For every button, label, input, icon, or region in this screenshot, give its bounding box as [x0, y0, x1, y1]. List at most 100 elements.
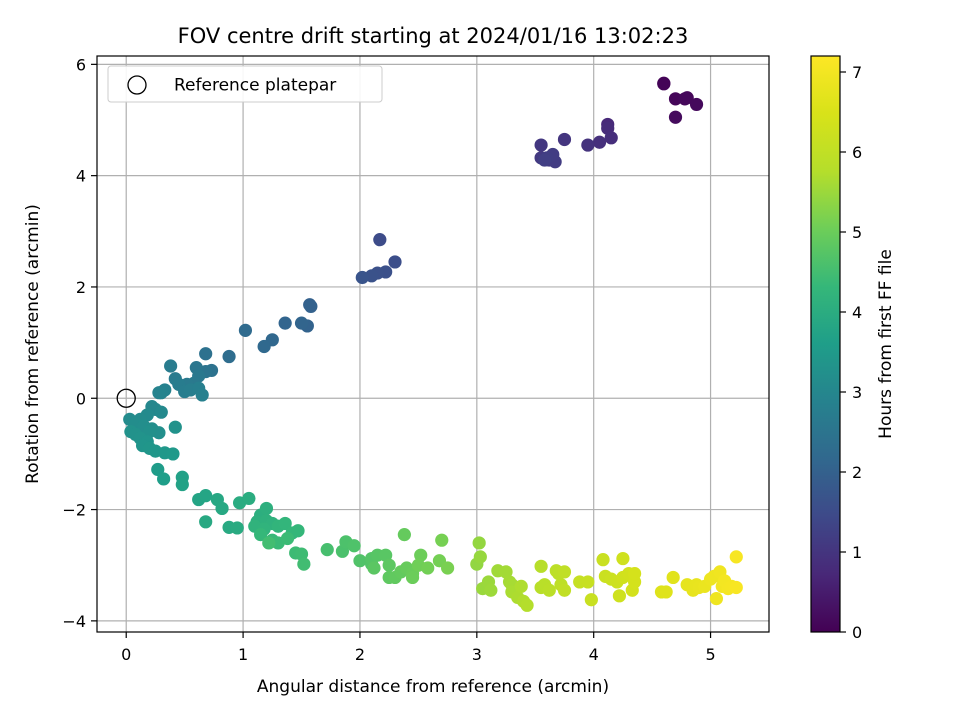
x-tick-label: 1 [238, 645, 248, 664]
y-axis-label: Rotation from reference (arcmin) [23, 204, 43, 484]
data-point [152, 386, 166, 400]
data-point [657, 76, 671, 90]
data-point [616, 551, 630, 566]
x-axis-label: Angular distance from reference (arcmin) [257, 677, 609, 697]
y-axis-ticks: −4 −2 0 2 4 6 [62, 55, 97, 631]
y-tick-label: 4 [76, 167, 86, 186]
data-point [262, 536, 276, 550]
data-point [666, 570, 680, 585]
data-point [280, 531, 295, 546]
data-point [388, 255, 402, 269]
data-point [294, 547, 309, 561]
data-point [347, 539, 361, 553]
colorbar-ticks: 0 1 2 3 4 5 6 7 [840, 63, 862, 642]
data-point [157, 472, 171, 486]
data-point [278, 516, 292, 531]
data-point [168, 420, 182, 434]
data-point [534, 559, 548, 573]
data-point [353, 554, 367, 568]
data-point [604, 131, 618, 145]
data-point [254, 528, 268, 542]
data-point [499, 565, 513, 579]
colorbar-tick-label: 1 [852, 543, 862, 562]
data-point [166, 447, 180, 461]
data-point [592, 135, 607, 149]
x-tick-label: 2 [355, 645, 365, 664]
data-point [199, 347, 213, 361]
data-point [596, 553, 610, 567]
y-tick-label: 0 [76, 389, 86, 408]
data-point [473, 550, 487, 564]
data-point [382, 558, 396, 572]
y-tick-label: 6 [76, 55, 86, 74]
reference-point [116, 388, 136, 408]
data-point [520, 598, 534, 612]
colorbar-tick-label: 6 [852, 143, 862, 162]
data-point [729, 550, 743, 564]
x-tick-label: 5 [705, 645, 715, 664]
y-tick-label: 2 [76, 278, 86, 297]
data-point [628, 566, 642, 581]
colorbar-label: Hours from first FF file [876, 249, 896, 439]
colorbar-tick-label: 0 [852, 623, 862, 642]
data-point [151, 462, 165, 477]
y-tick-label: −2 [62, 501, 86, 520]
data-point [397, 528, 411, 542]
data-point [238, 323, 253, 337]
colorbar-tick-label: 3 [852, 383, 862, 402]
colorbar-tick-label: 4 [852, 303, 862, 322]
data-point [538, 153, 552, 167]
data-point [291, 524, 305, 538]
data-point [367, 561, 381, 575]
legend-label: Reference platepar [174, 76, 336, 96]
data-point [557, 583, 572, 597]
data-point [435, 533, 449, 547]
data-point [373, 233, 387, 247]
data-point [278, 316, 292, 330]
data-point [199, 489, 213, 503]
data-point [164, 359, 178, 373]
data-point [421, 561, 435, 575]
data-point [668, 110, 683, 124]
data-point [581, 138, 595, 152]
x-tick-label: 4 [589, 645, 599, 664]
data-point [215, 501, 229, 516]
data-point [154, 405, 168, 419]
data-point [581, 575, 595, 589]
data-point [441, 561, 455, 575]
data-point [484, 583, 498, 597]
x-tick-label: 0 [121, 645, 131, 664]
data-point [297, 557, 311, 571]
colorbar-tick-label: 5 [852, 223, 862, 242]
data-point [659, 585, 673, 599]
plot-frame [96, 55, 770, 633]
colorbar-tick-label: 2 [852, 463, 862, 482]
data-point [195, 388, 209, 402]
data-point [142, 425, 157, 439]
data-point [320, 543, 334, 557]
data-point [542, 583, 556, 597]
data-point [414, 548, 428, 562]
legend-box [107, 65, 383, 103]
data-point [709, 592, 724, 606]
data-point [175, 477, 189, 492]
colorbar-gradient [811, 56, 840, 632]
colorbar-tick-label: 7 [852, 63, 862, 82]
data-point [259, 501, 274, 516]
chart-title: FOV centre drift starting at 2024/01/16 … [178, 24, 689, 48]
data-point [534, 138, 548, 152]
x-tick-label: 3 [472, 645, 482, 664]
y-tick-label: −4 [62, 612, 86, 631]
data-point [678, 92, 692, 106]
data-point [472, 536, 486, 550]
data-point [689, 97, 704, 112]
grid-lines [97, 56, 769, 632]
data-point [405, 570, 420, 585]
data-point [222, 349, 236, 364]
data-point [379, 548, 393, 562]
data-point [304, 299, 318, 314]
data-point [612, 589, 627, 603]
colorbar-frame [810, 55, 841, 633]
legend: Reference platepar [107, 65, 383, 103]
